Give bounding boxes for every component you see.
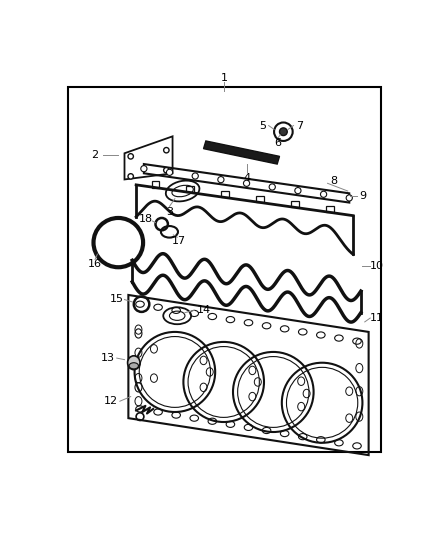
- Circle shape: [164, 148, 169, 153]
- Circle shape: [244, 180, 250, 187]
- Circle shape: [128, 174, 134, 179]
- Text: 17: 17: [172, 236, 186, 246]
- Circle shape: [321, 191, 327, 197]
- Text: 13: 13: [100, 353, 114, 363]
- Text: 8: 8: [330, 176, 337, 186]
- Text: 6: 6: [275, 138, 282, 148]
- Ellipse shape: [127, 356, 140, 370]
- Circle shape: [192, 173, 198, 179]
- Text: 3: 3: [166, 207, 173, 217]
- Circle shape: [279, 128, 287, 135]
- Text: 1: 1: [221, 73, 228, 83]
- Text: 10: 10: [369, 261, 383, 271]
- Text: 7: 7: [296, 120, 303, 131]
- Ellipse shape: [129, 363, 138, 369]
- Text: 5: 5: [259, 120, 266, 131]
- Circle shape: [218, 176, 224, 183]
- Text: 15: 15: [110, 294, 124, 304]
- Text: 4: 4: [244, 173, 251, 183]
- Text: 11: 11: [369, 313, 383, 323]
- Circle shape: [141, 166, 147, 172]
- Circle shape: [295, 188, 301, 193]
- Circle shape: [164, 167, 169, 173]
- Text: 12: 12: [103, 396, 118, 406]
- Text: 16: 16: [88, 259, 102, 269]
- Circle shape: [346, 195, 352, 201]
- Polygon shape: [204, 141, 279, 164]
- Circle shape: [166, 169, 173, 175]
- Text: 9: 9: [360, 191, 367, 201]
- Circle shape: [128, 154, 134, 159]
- Text: 18: 18: [139, 214, 153, 224]
- Circle shape: [269, 184, 276, 190]
- Text: 14: 14: [197, 305, 211, 316]
- Text: 2: 2: [92, 150, 99, 160]
